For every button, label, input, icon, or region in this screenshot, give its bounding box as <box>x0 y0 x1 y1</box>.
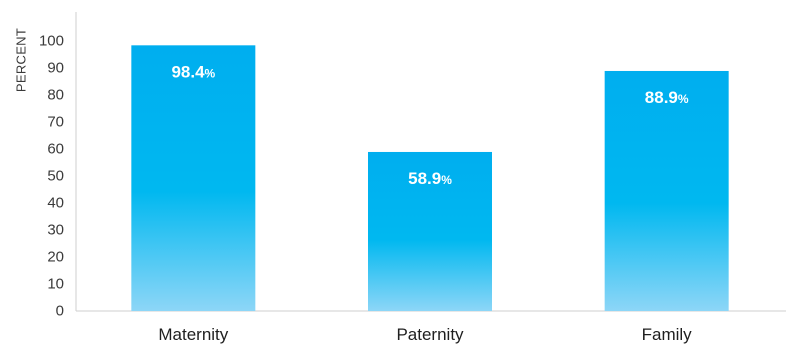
y-tick-label: 20 <box>47 249 64 266</box>
data-label-value: 88.9 <box>645 88 678 107</box>
y-tick-label: 60 <box>47 141 64 158</box>
y-axis-ticks: 0 10 20 30 40 50 60 70 80 90 100 <box>39 33 64 320</box>
y-tick-label: 30 <box>47 222 64 239</box>
data-label-value: 58.9 <box>408 169 441 188</box>
y-tick-label: 40 <box>47 195 64 212</box>
data-label-paternity: 58.9% <box>408 169 452 188</box>
data-label-value: 98.4 <box>171 62 205 81</box>
bar-maternity <box>131 45 256 311</box>
data-label-unit: % <box>205 66 216 80</box>
category-labels: Maternity Paternity Family <box>158 325 692 344</box>
category-label-paternity: Paternity <box>396 325 464 344</box>
bars-group: 98.4%58.9%88.9% <box>131 45 729 311</box>
category-label-family: Family <box>642 325 693 344</box>
bar-paternity <box>368 151 492 311</box>
y-tick-label: 70 <box>47 114 64 131</box>
y-tick-label: 50 <box>47 168 64 185</box>
y-tick-label: 80 <box>47 87 64 104</box>
data-label-maternity: 98.4% <box>171 62 215 81</box>
data-label-family: 88.9% <box>645 88 689 107</box>
y-tick-label: 0 <box>56 303 64 320</box>
bar-family <box>604 70 729 311</box>
y-tick-label: 10 <box>47 276 64 293</box>
y-axis-title: PERCENT <box>13 28 28 92</box>
data-label-unit: % <box>441 173 452 187</box>
data-label-unit: % <box>678 92 689 106</box>
y-tick-label: 100 <box>39 33 64 50</box>
category-label-maternity: Maternity <box>158 325 228 344</box>
y-tick-label: 90 <box>47 60 64 77</box>
